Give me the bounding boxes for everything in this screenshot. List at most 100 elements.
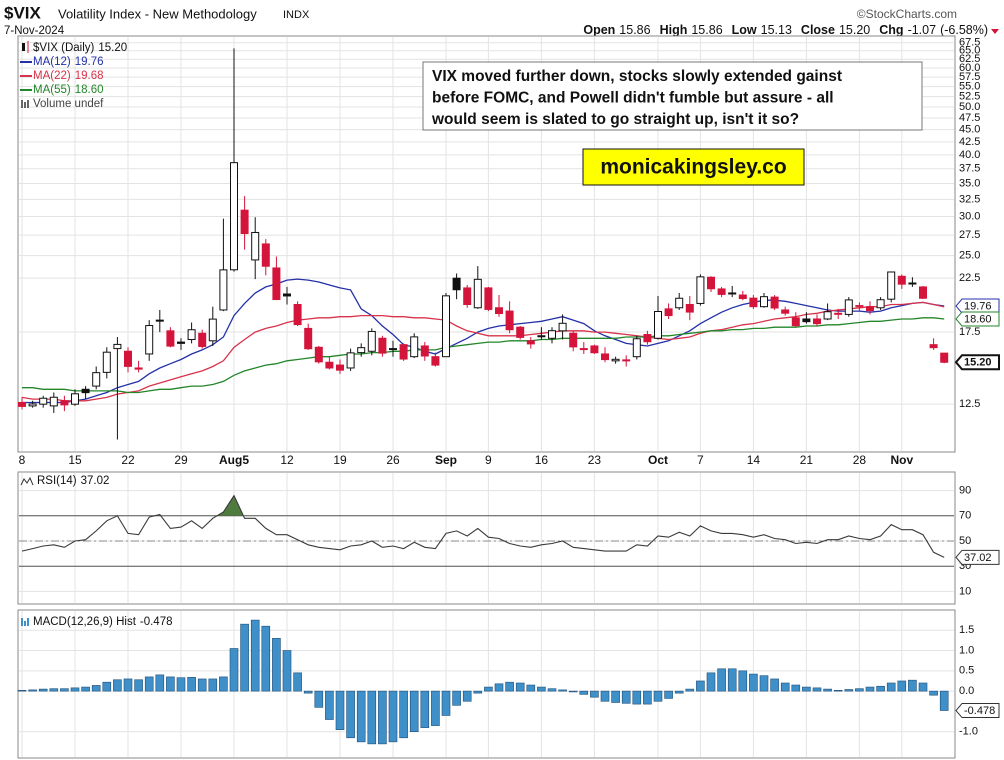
candle-body bbox=[367, 330, 376, 352]
histogram-bar bbox=[833, 690, 843, 692]
candle-body bbox=[802, 318, 811, 323]
instrument-name: Volatility Index - New Methodology bbox=[58, 6, 257, 21]
histogram-bar bbox=[91, 685, 101, 692]
histogram-bar bbox=[568, 690, 578, 693]
y-tick-label: 10 bbox=[959, 585, 971, 597]
histogram-bar bbox=[431, 690, 440, 726]
candle-body bbox=[569, 332, 578, 348]
histogram-bar bbox=[28, 689, 37, 692]
watermark-box bbox=[582, 148, 805, 186]
candle-body bbox=[81, 388, 90, 394]
y-tick-label: 47.5 bbox=[959, 112, 980, 124]
candle-body bbox=[155, 319, 164, 322]
candle-body bbox=[336, 364, 344, 371]
candle-body bbox=[325, 361, 334, 369]
histogram-bar bbox=[282, 650, 292, 692]
high-label: High bbox=[660, 23, 688, 37]
value-tag bbox=[955, 549, 1000, 565]
value-tag bbox=[955, 298, 1000, 314]
legend-icon bbox=[24, 621, 26, 626]
candle-body bbox=[283, 293, 291, 297]
histogram-bar bbox=[717, 668, 726, 692]
down-arrow bbox=[991, 29, 999, 34]
x-tick-label: 19 bbox=[333, 453, 347, 467]
x-tick-label: Nov bbox=[890, 453, 913, 467]
candle-body bbox=[558, 322, 567, 332]
candle-body bbox=[622, 359, 631, 362]
candle-body bbox=[526, 340, 535, 345]
low-label: Low bbox=[732, 23, 757, 37]
histogram-bar bbox=[272, 638, 281, 692]
x-tick-label: 23 bbox=[588, 453, 602, 467]
histogram-bar bbox=[197, 678, 207, 692]
exchange: INDX bbox=[283, 9, 310, 21]
legend-icon bbox=[24, 102, 26, 108]
histogram-bar bbox=[844, 689, 854, 692]
candle-body bbox=[654, 311, 662, 339]
y-tick-label: 50 bbox=[959, 535, 971, 547]
candle-body bbox=[940, 352, 949, 363]
histogram-bar bbox=[473, 690, 483, 694]
y-tick-label: 35.0 bbox=[959, 177, 980, 189]
histogram-bar bbox=[897, 680, 907, 692]
candle-body bbox=[378, 337, 387, 354]
y-tick-label: 40.0 bbox=[959, 149, 980, 161]
histogram-bar bbox=[240, 623, 249, 692]
y-tick-label: -1.0 bbox=[959, 726, 978, 738]
x-tick-label: 9 bbox=[485, 453, 492, 467]
y-tick-label: 57.5 bbox=[959, 71, 980, 83]
change-percent: (-6.58%) bbox=[940, 23, 988, 37]
histogram-bar bbox=[727, 668, 737, 692]
candle-body bbox=[261, 243, 270, 267]
candle-body bbox=[166, 330, 175, 347]
histogram-bar bbox=[855, 688, 864, 692]
panel bbox=[17, 471, 956, 605]
histogram-bar bbox=[791, 684, 801, 692]
histogram-bar bbox=[484, 686, 493, 692]
candle-body bbox=[897, 275, 906, 285]
rsi-line bbox=[21, 494, 945, 558]
candle-body bbox=[28, 403, 37, 407]
candle-body bbox=[410, 336, 419, 358]
x-tick-label: 7 bbox=[697, 453, 704, 467]
candle-body bbox=[452, 277, 461, 291]
legend-name: RSI(14) bbox=[37, 475, 77, 487]
histogram-bar bbox=[706, 672, 716, 692]
histogram-bar bbox=[547, 688, 557, 692]
candle-body bbox=[855, 305, 864, 308]
y-tick-label: 90 bbox=[959, 485, 971, 497]
histogram-bar bbox=[303, 690, 313, 694]
candle-body bbox=[791, 317, 800, 327]
histogram-bar bbox=[208, 678, 218, 692]
histogram-bar bbox=[674, 690, 684, 694]
candle-body bbox=[102, 351, 111, 373]
change-value: -1.07 bbox=[908, 23, 937, 37]
y-tick-label: 60.0 bbox=[959, 62, 980, 74]
histogram-bar bbox=[462, 690, 472, 702]
value-tag-label: 37.02 bbox=[964, 552, 992, 564]
y-tick-label: 37.5 bbox=[959, 163, 980, 175]
candle-body bbox=[495, 307, 503, 315]
candle-body bbox=[124, 350, 132, 367]
candle-body bbox=[516, 326, 525, 338]
legend-entry: $VIX (Daily) 15.20 bbox=[33, 42, 127, 54]
candle-body bbox=[357, 347, 366, 354]
candle-body bbox=[749, 297, 758, 308]
candle-body bbox=[707, 276, 715, 290]
legend-icon bbox=[22, 43, 25, 51]
histogram-bar bbox=[367, 690, 377, 745]
candle-body bbox=[39, 397, 48, 405]
candle-body bbox=[590, 345, 599, 354]
candle-body bbox=[866, 306, 874, 312]
histogram-bar bbox=[749, 673, 758, 692]
histogram-bar bbox=[918, 682, 928, 692]
histogram-bar bbox=[356, 690, 366, 743]
histogram-bar bbox=[802, 686, 811, 692]
candle-body bbox=[813, 318, 821, 325]
x-tick-label: 14 bbox=[747, 453, 761, 467]
y-tick-label: 52.5 bbox=[959, 90, 980, 102]
candle-body bbox=[177, 341, 185, 344]
histogram-bar bbox=[865, 686, 875, 692]
legend-entry: Volume undef bbox=[33, 98, 104, 110]
